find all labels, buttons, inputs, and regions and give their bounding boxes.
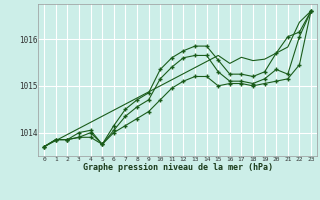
X-axis label: Graphe pression niveau de la mer (hPa): Graphe pression niveau de la mer (hPa) (83, 163, 273, 172)
